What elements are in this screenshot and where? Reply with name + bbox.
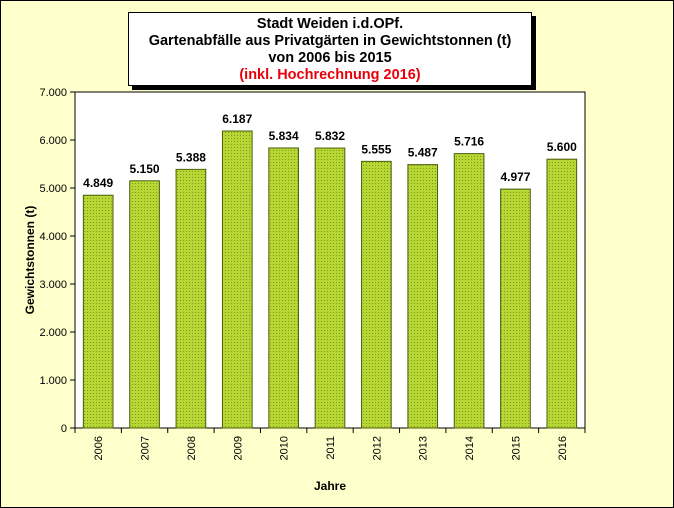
x-axis-title: Jahre (314, 479, 346, 493)
bar (453, 153, 485, 429)
x-tick-label: 2009 (232, 436, 244, 460)
y-axis-title: Gewichtstonnen (t) (23, 206, 37, 315)
chart-title-line-1: Stadt Weiden i.d.OPf. (256, 16, 404, 32)
data-label: 5.487 (408, 146, 438, 160)
data-label: 5.834 (269, 129, 299, 143)
chart-title-line-3: von 2006 bis 2015 (268, 50, 392, 66)
y-tick-label: 4.000 (39, 231, 67, 243)
chart-title-box: Stadt Weiden i.d.OPf. Gartenabfälle aus … (128, 12, 532, 86)
bar (175, 168, 207, 429)
y-tick-label: 3.000 (39, 279, 67, 291)
x-tick-label: 2013 (418, 436, 430, 460)
chart-title-line-4: (inkl. Hochrechnung 2016) (239, 67, 421, 83)
y-tick-label: 1.000 (39, 375, 67, 387)
bar (82, 194, 114, 429)
y-axis: 0 1.000 2.000 3.000 4.000 5.000 6.000 7.000 (39, 87, 75, 435)
y-tick-label: 5.000 (39, 183, 67, 195)
y-tick-label: 2.000 (39, 327, 67, 339)
bar (268, 147, 299, 429)
bar (500, 188, 531, 429)
data-label: 4.977 (500, 170, 530, 184)
y-tick-label: 6.000 (39, 135, 67, 147)
bar (314, 147, 346, 429)
bars: 4.849 5.150 5.388 6.187 5.834 5.832 5.555 5.487… (82, 112, 578, 429)
x-tick-label: 2012 (371, 436, 383, 460)
x-tick-label: 2006 (93, 436, 105, 460)
x-axis: 2006 2007 2008 2009 2010 2011 2012 2013 2014 2015… (74, 428, 586, 460)
data-label: 5.388 (176, 150, 206, 164)
x-tick-label: 2011 (325, 436, 337, 460)
data-label: 5.716 (454, 135, 484, 149)
data-label: 5.600 (547, 140, 577, 154)
y-tick-label: 0 (61, 423, 67, 435)
data-label: 6.187 (222, 112, 252, 126)
x-tick-label: 2008 (186, 436, 198, 460)
data-label: 5.555 (361, 142, 391, 156)
data-label: 5.832 (315, 129, 345, 143)
x-tick-label: 2007 (140, 436, 152, 460)
y-tick-label: 7.000 (39, 87, 67, 99)
data-label: 4.849 (83, 176, 113, 190)
x-tick-label: 2015 (510, 436, 522, 460)
bar (221, 130, 253, 429)
bar (407, 164, 439, 429)
x-tick-label: 2016 (557, 436, 569, 460)
data-label: 5.150 (130, 162, 160, 176)
x-tick-label: 2010 (279, 436, 291, 460)
bar (546, 158, 578, 429)
bar (361, 160, 392, 429)
x-tick-label: 2014 (464, 436, 476, 460)
chart-title-line-2: Gartenabfälle aus Privatgärten in Gewich… (148, 33, 512, 49)
bar (129, 180, 160, 429)
